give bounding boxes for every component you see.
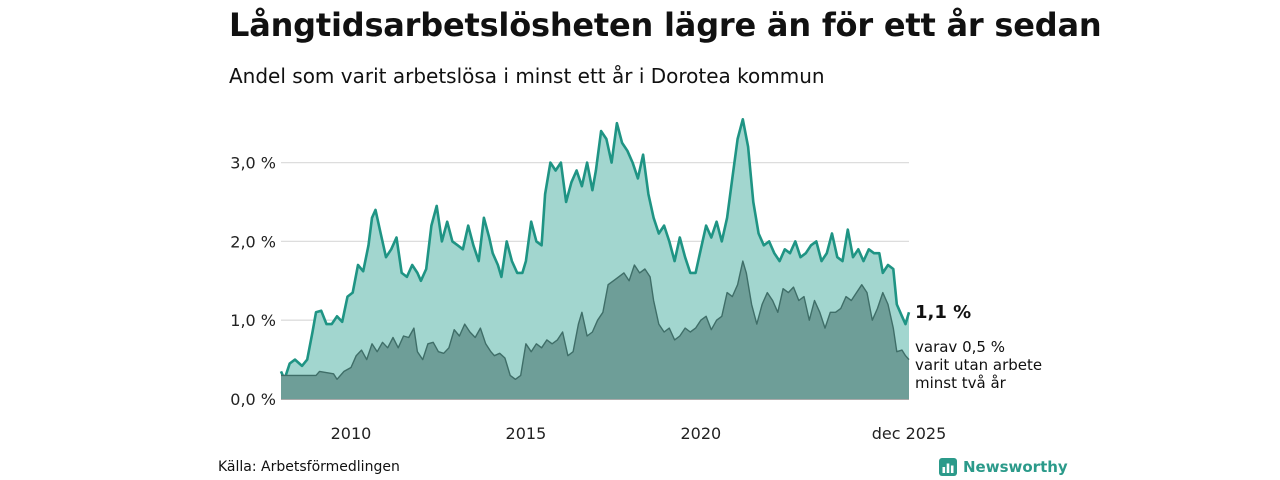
note-line-2: varit utan arbete (915, 356, 1042, 374)
y-tick-label-1: 1,0 % (230, 311, 276, 330)
y-tick-label-2: 2,0 % (230, 232, 276, 251)
y-tick-label-0: 0,0 % (230, 390, 276, 409)
chart-subtitle: Andel som varit arbetslösa i minst ett å… (229, 64, 825, 88)
series-line-0 (279, 118, 911, 381)
chart-title: Långtidsarbetslösheten lägre än för ett … (229, 6, 1102, 44)
x-tick-label-1: 2015 (506, 424, 547, 443)
series-line-1 (281, 260, 910, 380)
note-line-3: minst två år (915, 374, 1007, 392)
bar-chart-icon (939, 458, 957, 476)
note-line-1: varav 0,5 % (915, 338, 1005, 356)
brand-name: Newsworthy (963, 458, 1068, 476)
source-credit: Källa: Arbetsförmedlingen (218, 459, 400, 475)
series-area-1 (281, 261, 909, 399)
x-tick-label-3: dec 2025 (872, 424, 947, 443)
y-tick-label-3: 3,0 % (230, 154, 276, 173)
x-tick-label-0: 2010 (331, 424, 372, 443)
end-value-label: 1,1 % (915, 302, 971, 323)
brand-logo: Newsworthy (939, 457, 1068, 477)
x-tick-label-2: 2020 (680, 424, 721, 443)
